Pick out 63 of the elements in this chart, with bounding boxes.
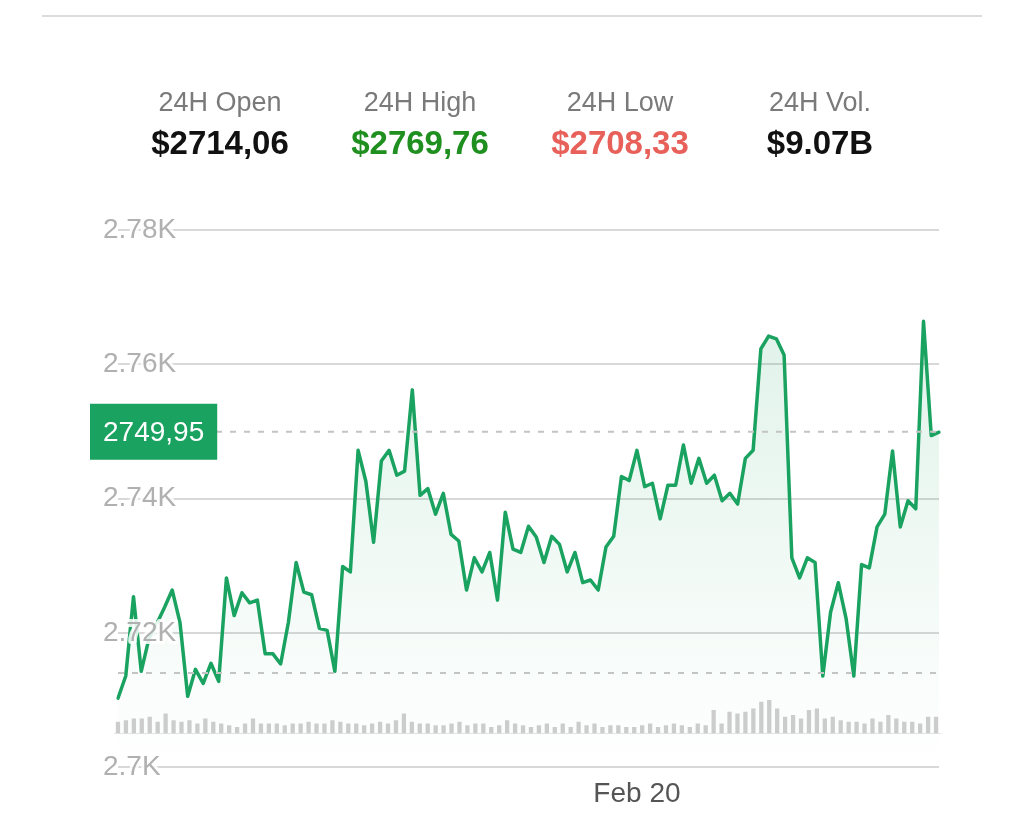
bar: [711, 710, 716, 734]
bar: [806, 710, 812, 734]
text: $2714,06: [150, 123, 290, 163]
bar: [195, 723, 200, 734]
bar: [306, 721, 311, 734]
bar: [139, 718, 144, 734]
bar: [505, 720, 510, 734]
text: $9.07B: [765, 123, 875, 163]
bar: [473, 723, 478, 734]
y-tick-label: 2.74K: [103, 481, 177, 513]
x-tick-label: Feb 20: [593, 776, 681, 808]
bar: [401, 713, 407, 734]
bar: [814, 708, 820, 734]
text: $2769,76: [350, 123, 490, 163]
bar: [727, 711, 732, 734]
bar: [600, 726, 605, 734]
bar: [393, 720, 399, 734]
bar: [822, 718, 827, 734]
bar: [775, 708, 780, 734]
bar: [131, 718, 136, 734]
bar: [838, 720, 843, 734]
bar: [163, 713, 168, 734]
bar: [798, 718, 804, 734]
bar: [314, 723, 319, 734]
text: 24H High: [362, 86, 478, 119]
bar: [171, 720, 176, 734]
y-tick-label: 2.7K: [103, 750, 161, 782]
bar: [330, 720, 335, 734]
bar: [338, 721, 343, 734]
bar: [449, 723, 454, 734]
y-tick-label: 2.78K: [103, 212, 177, 244]
bar: [465, 725, 470, 734]
bar: [576, 721, 581, 734]
bar: [854, 721, 859, 734]
ref-line-label: 2749,95: [103, 415, 205, 447]
bar: [886, 715, 891, 734]
bar: [608, 725, 613, 734]
bar: [743, 711, 748, 734]
bar: [759, 701, 764, 734]
bar: [862, 723, 867, 734]
text: 24H Open: [157, 86, 283, 119]
bar: [592, 723, 597, 734]
text: 24H Low: [565, 86, 675, 119]
bar: [187, 720, 192, 734]
bar: [751, 708, 756, 734]
bar: [441, 725, 446, 734]
text: 24H Vol.: [767, 86, 873, 119]
bar: [870, 718, 875, 734]
y-tick-label: 2.76K: [103, 347, 177, 379]
bar: [878, 721, 883, 734]
bar: [767, 700, 772, 734]
bar: [322, 723, 327, 734]
bar: [790, 715, 796, 734]
bar: [584, 725, 589, 734]
bar: [719, 723, 724, 734]
bar: [123, 720, 129, 734]
bar: [203, 718, 208, 734]
text: $2708,33: [550, 123, 690, 163]
bar: [457, 721, 462, 734]
bar: [735, 713, 740, 734]
bar: [894, 718, 899, 734]
bar: [250, 718, 256, 734]
bar: [179, 721, 184, 734]
